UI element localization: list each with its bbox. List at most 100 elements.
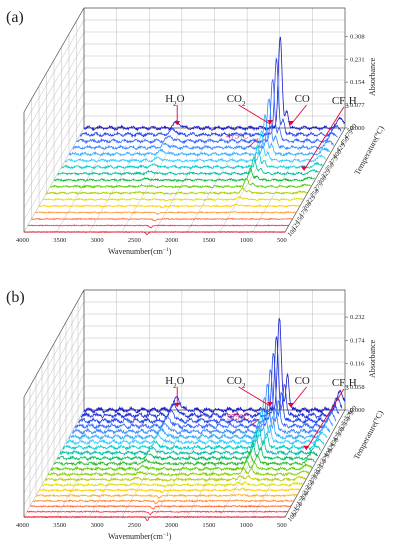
spectrum-line-450 [76, 79, 338, 145]
panel-label: (b) [6, 289, 25, 306]
spectrum-line-200 [35, 493, 298, 500]
x-axis-title: Wavenumber(cm−1) [108, 247, 172, 256]
z-tick-label: 600 [346, 405, 358, 417]
cf3h-label: CF3H [332, 95, 357, 110]
spectrum-line-475 [79, 57, 342, 139]
temperature-arrow [247, 138, 259, 148]
z-axis-title: Temperature(°C) [352, 409, 386, 461]
temperature-label: 575°C [227, 411, 249, 421]
h2o-arrowhead [174, 121, 181, 125]
z-tick-label: 350 [316, 458, 328, 470]
spectrum-line-225 [38, 487, 300, 494]
z-tick-label: 100 [286, 227, 298, 239]
y-tick-label: 0.154 [350, 79, 365, 86]
z-tick-label: 100 [286, 512, 298, 524]
x-tick-labels: 4000 3500 3000 2500 2000 1500 1000 500 [16, 237, 287, 244]
co2-arrowhead [267, 402, 274, 406]
z-tick-label: 475 [331, 431, 343, 443]
x-tick-label: 4000 [16, 522, 29, 529]
z-tick-label: 250 [309, 188, 321, 200]
spectrum-line-550 [77, 352, 340, 425]
cf3h-arrow [303, 106, 345, 171]
x-tick-label: 1500 [202, 237, 215, 244]
y-tick-label: 0.308 [350, 33, 365, 40]
co-label: CO [295, 93, 310, 105]
spectrum-line-100 [23, 231, 285, 236]
spectrum-line-300 [47, 466, 310, 477]
spectrum-line-600 [83, 317, 346, 415]
cf3h-label: CF3H [332, 377, 357, 392]
spectrum-line-175 [32, 499, 294, 505]
co2-arrowhead [267, 120, 274, 124]
x-tick-label: 2500 [128, 237, 141, 244]
spectrum-line-450 [65, 408, 328, 446]
x-tick-label: 2500 [128, 522, 141, 529]
z-tick-label: 175 [298, 207, 310, 219]
z-tick-label: 325 [313, 463, 325, 475]
x-axis-title-close: ) [169, 247, 172, 256]
spectrum-line-125 [27, 224, 289, 229]
spectrum-line-375 [56, 441, 319, 462]
y-tick-label: 0.232 [350, 314, 365, 321]
co-arrowhead [287, 121, 294, 125]
spectrum-line-350 [61, 144, 323, 170]
y-axis-title: Absorbance [368, 57, 377, 96]
z-tick-label: 400 [331, 149, 343, 161]
peak-annotations: H2O CO2 CO CF3H 475°C [165, 93, 357, 171]
h2o-label: H2O [165, 93, 184, 108]
h2o-arrowhead [174, 403, 181, 407]
back-wall-grid [23, 7, 346, 233]
panel-label: (a) [6, 9, 24, 26]
y-tick-label: 0.000 [350, 125, 365, 132]
spectrum-line-150 [31, 217, 293, 222]
x-tick-label: 2000 [165, 237, 178, 244]
z-tick-label: 425 [325, 442, 337, 454]
z-tick-label: 225 [305, 194, 317, 206]
x-tick-label: 500 [277, 237, 287, 244]
spectrum-line-275 [44, 474, 307, 483]
y-tick-labels: 0.000 0.077 0.154 0.231 0.308 [345, 33, 365, 132]
co2-label: CO2 [227, 93, 246, 108]
x-tick-label: 500 [277, 522, 287, 529]
spectrum-line-275 [50, 177, 312, 189]
co-label: CO [295, 375, 310, 387]
x-tick-label: 3500 [53, 237, 66, 244]
x-axis-title: Wavenumber(cm−1) [108, 532, 172, 541]
spectrum-line-475 [68, 396, 331, 441]
y-tick-label: 0.231 [350, 56, 365, 63]
z-tick-label: 200 [298, 490, 310, 502]
co2-arrow [238, 386, 271, 407]
peak-annotations: H2O CO2 CO CF3H 575°C [165, 375, 357, 451]
z-tick-label: 275 [313, 181, 325, 193]
z-tick-labels: 5004754504254003753503253002752502252001… [286, 123, 358, 239]
z-tick-label: 450 [328, 437, 340, 449]
h2o-label: H2O [165, 375, 184, 390]
spectrum-line-125 [26, 510, 289, 516]
spectrum-line-500 [83, 36, 346, 132]
z-tick-label: 125 [290, 220, 302, 232]
z-tick-label: 500 [346, 123, 358, 135]
z-tick-label: 375 [319, 453, 331, 465]
z-tick-label: 300 [316, 175, 328, 187]
spectrum-line-375 [64, 130, 327, 164]
back-wall-frame [23, 7, 346, 129]
spectrum-line-525 [74, 369, 337, 430]
spectrum-line-250 [46, 186, 308, 196]
z-tick-label: 400 [322, 447, 334, 459]
spectrum-line-225 [42, 196, 304, 203]
spectra-series [23, 317, 346, 522]
x-tick-label: 4000 [16, 237, 29, 244]
grid-line [23, 127, 85, 233]
spectrum-line-300 [54, 166, 315, 183]
z-tick-label: 375 [328, 155, 340, 167]
cf3h-arrow [305, 388, 345, 451]
x-tick-labels: 4000 3500 3000 2500 2000 1500 1000 500 [16, 522, 287, 529]
y-tick-label: 0.058 [350, 384, 365, 391]
y-tick-label: 0.000 [350, 407, 365, 414]
co2-arrow [238, 104, 271, 125]
x-tick-label: 3000 [91, 237, 104, 244]
spectrum-line-500 [71, 383, 334, 435]
z-tick-label: 425 [335, 142, 347, 154]
temperature-label: 475°C [226, 131, 248, 141]
